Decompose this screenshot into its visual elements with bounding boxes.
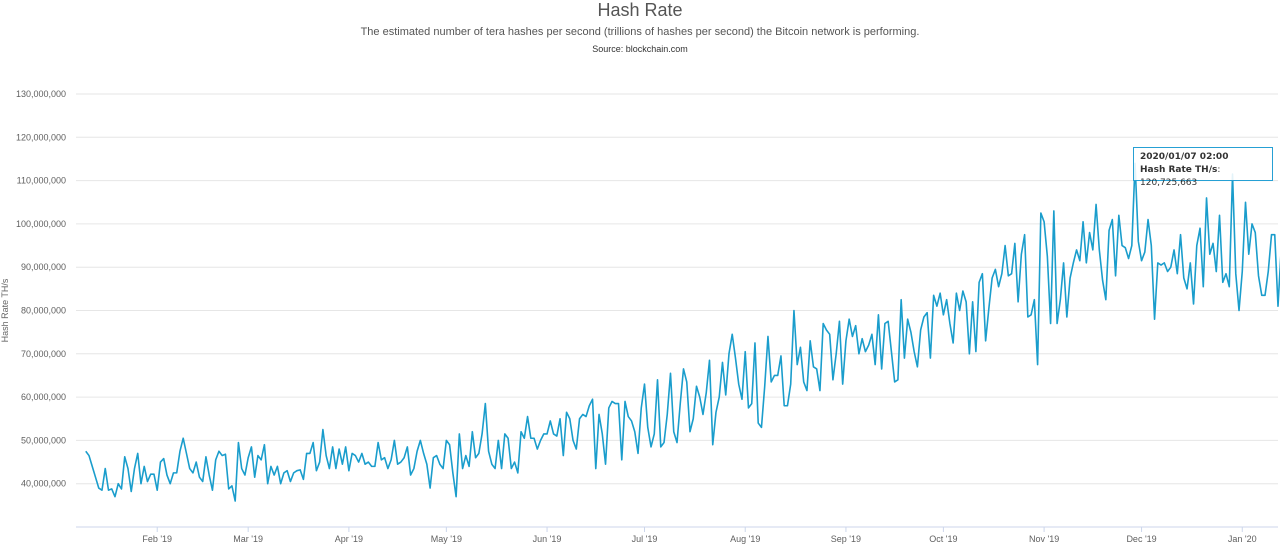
x-tick-label: Nov '19 (1029, 534, 1059, 544)
chart-source: Source: blockchain.com (592, 44, 688, 54)
x-tick-label: Dec '19 (1126, 534, 1156, 544)
x-tick-label: Jun '19 (533, 534, 562, 544)
x-tick-label: Apr '19 (335, 534, 363, 544)
y-tick-label: 60,000,000 (21, 392, 66, 402)
y-tick-label: 50,000,000 (21, 435, 66, 445)
chart-title: Hash Rate (597, 0, 683, 20)
x-tick-label: Mar '19 (233, 534, 263, 544)
y-tick-label: 110,000,000 (17, 176, 66, 186)
x-tick-label: Oct '19 (929, 534, 957, 544)
hash-rate-series-line (85, 162, 1280, 502)
y-tick-label: 40,000,000 (21, 479, 66, 489)
y-tick-label: 100,000,000 (16, 219, 66, 229)
x-tick-label: Jan '20 (1228, 534, 1257, 544)
y-tick-label: 130,000,000 (16, 89, 66, 99)
y-tick-label: 90,000,000 (21, 262, 66, 272)
x-tick-label: Sep '19 (831, 534, 861, 544)
y-tick-label: 70,000,000 (21, 349, 66, 359)
y-tick-label: 120,000,000 (16, 132, 66, 142)
chart-subtitle: The estimated number of tera hashes per … (360, 26, 920, 38)
tooltip-value: 120,725,663 (1140, 178, 1198, 188)
y-tick-label: 80,000,000 (21, 306, 66, 316)
x-tick-label: May '19 (431, 534, 462, 544)
y-axis-title: Hash Rate TH/s (0, 278, 10, 342)
x-tick-label: Aug '19 (730, 534, 760, 544)
chart-tooltip: 2020/01/07 02:00 Hash Rate TH/s: 120,725… (1133, 147, 1273, 188)
tooltip-date: 2020/01/07 02:00 (1140, 152, 1229, 162)
x-tick-label: Jul '19 (632, 534, 658, 544)
tooltip-series-label: Hash Rate TH/s (1140, 165, 1218, 175)
x-tick-label: Feb '19 (142, 534, 172, 544)
